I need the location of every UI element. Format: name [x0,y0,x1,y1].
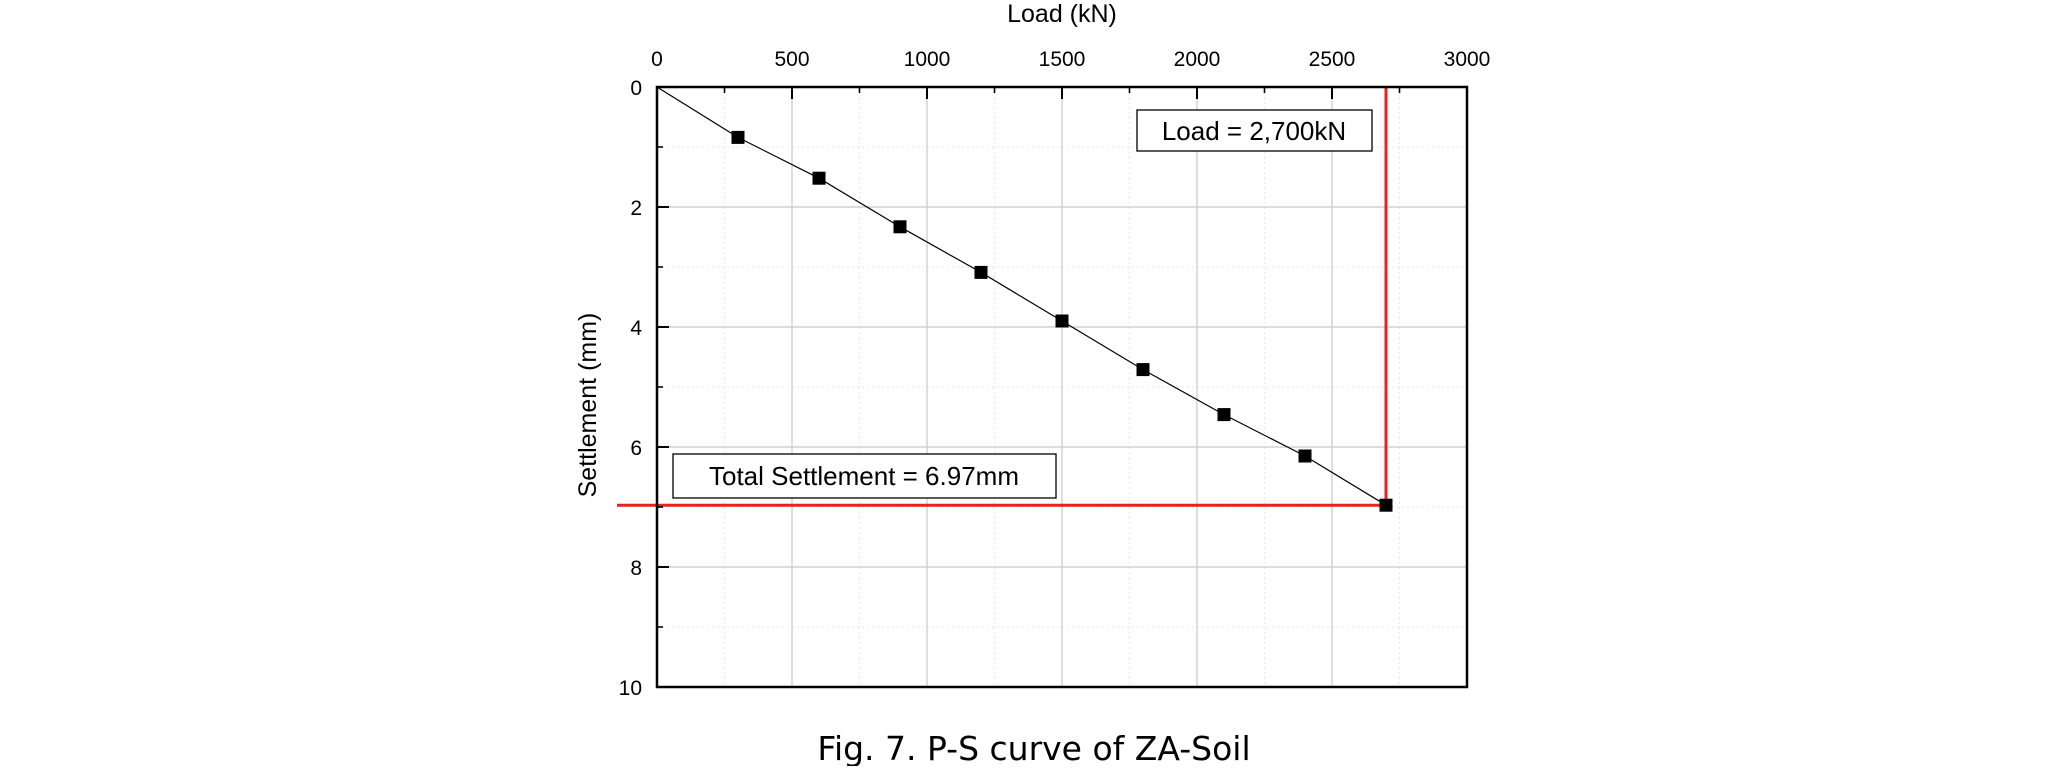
series-line [656,86,1387,506]
x-tick-label: 500 [774,48,809,71]
y-tick-label: 8 [630,557,642,580]
y-axis-title: Settlement (mm) [574,313,602,498]
data-point [1379,498,1393,512]
x-tick-label: 1000 [904,48,951,71]
x-tick-label: 2500 [1309,48,1356,71]
axis-ticks [656,86,1468,688]
y-tick-label: 0 [630,77,642,100]
data-point [731,130,745,144]
tick-labels: 0 500 1000 1500 2000 2500 3000 0 2 4 6 8 10 [619,48,1491,700]
reference-lines [617,87,1388,507]
y-tick-label: 10 [619,677,642,700]
x-tick-label: 2000 [1174,48,1221,71]
data-point [1298,449,1312,463]
x-tick-label: 3000 [1444,48,1491,71]
annotation-load: Load = 2,700kN [1136,109,1373,152]
data-point [1136,363,1150,377]
annotation-load-text: Load = 2,700kN [1162,116,1346,146]
data-point [1217,408,1231,422]
y-tick-label: 6 [630,437,642,460]
x-axis-title: Load (kN) [1007,0,1117,28]
data-series [656,86,1393,512]
x-tick-label: 1500 [1039,48,1086,71]
annotation-settlement-box [672,453,1057,499]
y-tick-label: 4 [630,317,642,340]
grid [657,87,1467,687]
data-point [1055,314,1069,328]
data-point [812,171,826,185]
data-point [893,220,907,234]
x-tick-label: 0 [651,48,663,71]
annotation-settlement: Total Settlement = 6.97mm [672,453,1057,499]
figure-caption: Fig. 7. P-S curve of ZA-Soil [817,729,1250,766]
annotation-load-box [1136,109,1373,152]
y-tick-label: 2 [630,197,642,220]
data-point [974,265,988,279]
annotation-settlement-text: Total Settlement = 6.97mm [709,461,1019,491]
